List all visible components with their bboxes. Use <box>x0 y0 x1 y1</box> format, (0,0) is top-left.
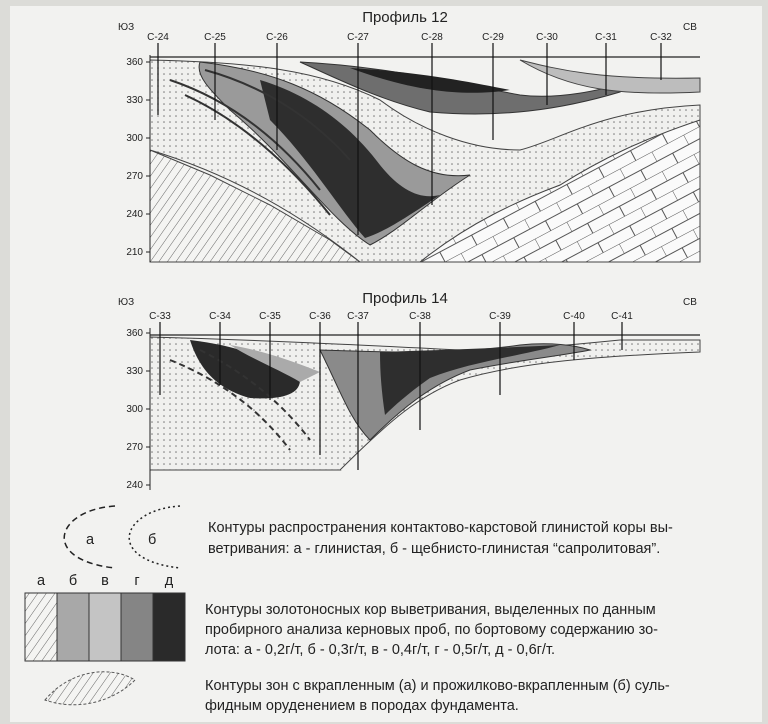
legend-text: ветривания: а - глинистая, б - щебнисто-… <box>208 541 660 557</box>
borehole-label: С-37 <box>347 311 369 322</box>
legend-label: а <box>86 532 95 548</box>
direction-right: СВ <box>683 297 697 308</box>
legend-text: фидным оруденением в породах фундамента. <box>205 698 519 714</box>
borehole-label: С-41 <box>611 311 633 322</box>
depth-label: 240 <box>126 209 143 220</box>
depth-label: 300 <box>126 404 143 415</box>
depth-label: 240 <box>126 480 143 491</box>
depth-label: 360 <box>126 328 143 339</box>
legend-text: Контуры зон с вкрапленным (а) и прожилко… <box>205 678 670 694</box>
grade-label: г <box>134 573 139 589</box>
legend-text: лота: а - 0,2г/т, б - 0,3г/т, в - 0,4г/т… <box>205 642 555 658</box>
depth-label: 360 <box>126 57 143 68</box>
depth-label: 210 <box>126 247 143 258</box>
legend-text: пробирного анализа керновых проб, по бор… <box>205 622 658 638</box>
figure: Профиль 12 ЮЗ СВ С-24 С-25 С-26 С-27 С-28 С-29 С-… <box>0 0 768 724</box>
borehole-label: С-32 <box>650 32 672 43</box>
depth-label: 270 <box>126 442 143 453</box>
grade-label: в <box>101 573 109 589</box>
borehole-label: С-24 <box>147 32 169 43</box>
legend-label: б <box>148 532 156 548</box>
grade-label: б <box>69 573 77 589</box>
profile-title: Профиль 14 <box>362 290 448 307</box>
borehole-label: С-36 <box>309 311 331 322</box>
grade-label: а <box>37 573 46 589</box>
depth-label: 300 <box>126 133 143 144</box>
borehole-label: С-30 <box>536 32 558 43</box>
grade-label: д <box>165 573 174 589</box>
borehole-label: С-34 <box>209 311 231 322</box>
direction-right: СВ <box>683 22 697 33</box>
borehole-label: С-35 <box>259 311 281 322</box>
legend-text: Контуры распространения контактово-карст… <box>208 520 673 536</box>
legend-text: Контуры золотоносных кор выветривания, в… <box>205 602 656 618</box>
profile-title: Профиль 12 <box>362 9 448 26</box>
depth-label: 270 <box>126 171 143 182</box>
depth-label: 330 <box>126 95 143 106</box>
borehole-label: С-27 <box>347 32 369 43</box>
borehole-label: С-28 <box>421 32 443 43</box>
direction-left: ЮЗ <box>118 22 134 33</box>
borehole-label: С-40 <box>563 311 585 322</box>
borehole-label: С-31 <box>595 32 617 43</box>
borehole-label: С-29 <box>482 32 504 43</box>
borehole-label: С-38 <box>409 311 431 322</box>
borehole-label: С-33 <box>149 311 171 322</box>
profile-12-section <box>150 55 700 262</box>
depth-label: 330 <box>126 366 143 377</box>
borehole-label: С-39 <box>489 311 511 322</box>
borehole-label: С-26 <box>266 32 288 43</box>
direction-left: ЮЗ <box>118 297 134 308</box>
borehole-label: С-25 <box>204 32 226 43</box>
